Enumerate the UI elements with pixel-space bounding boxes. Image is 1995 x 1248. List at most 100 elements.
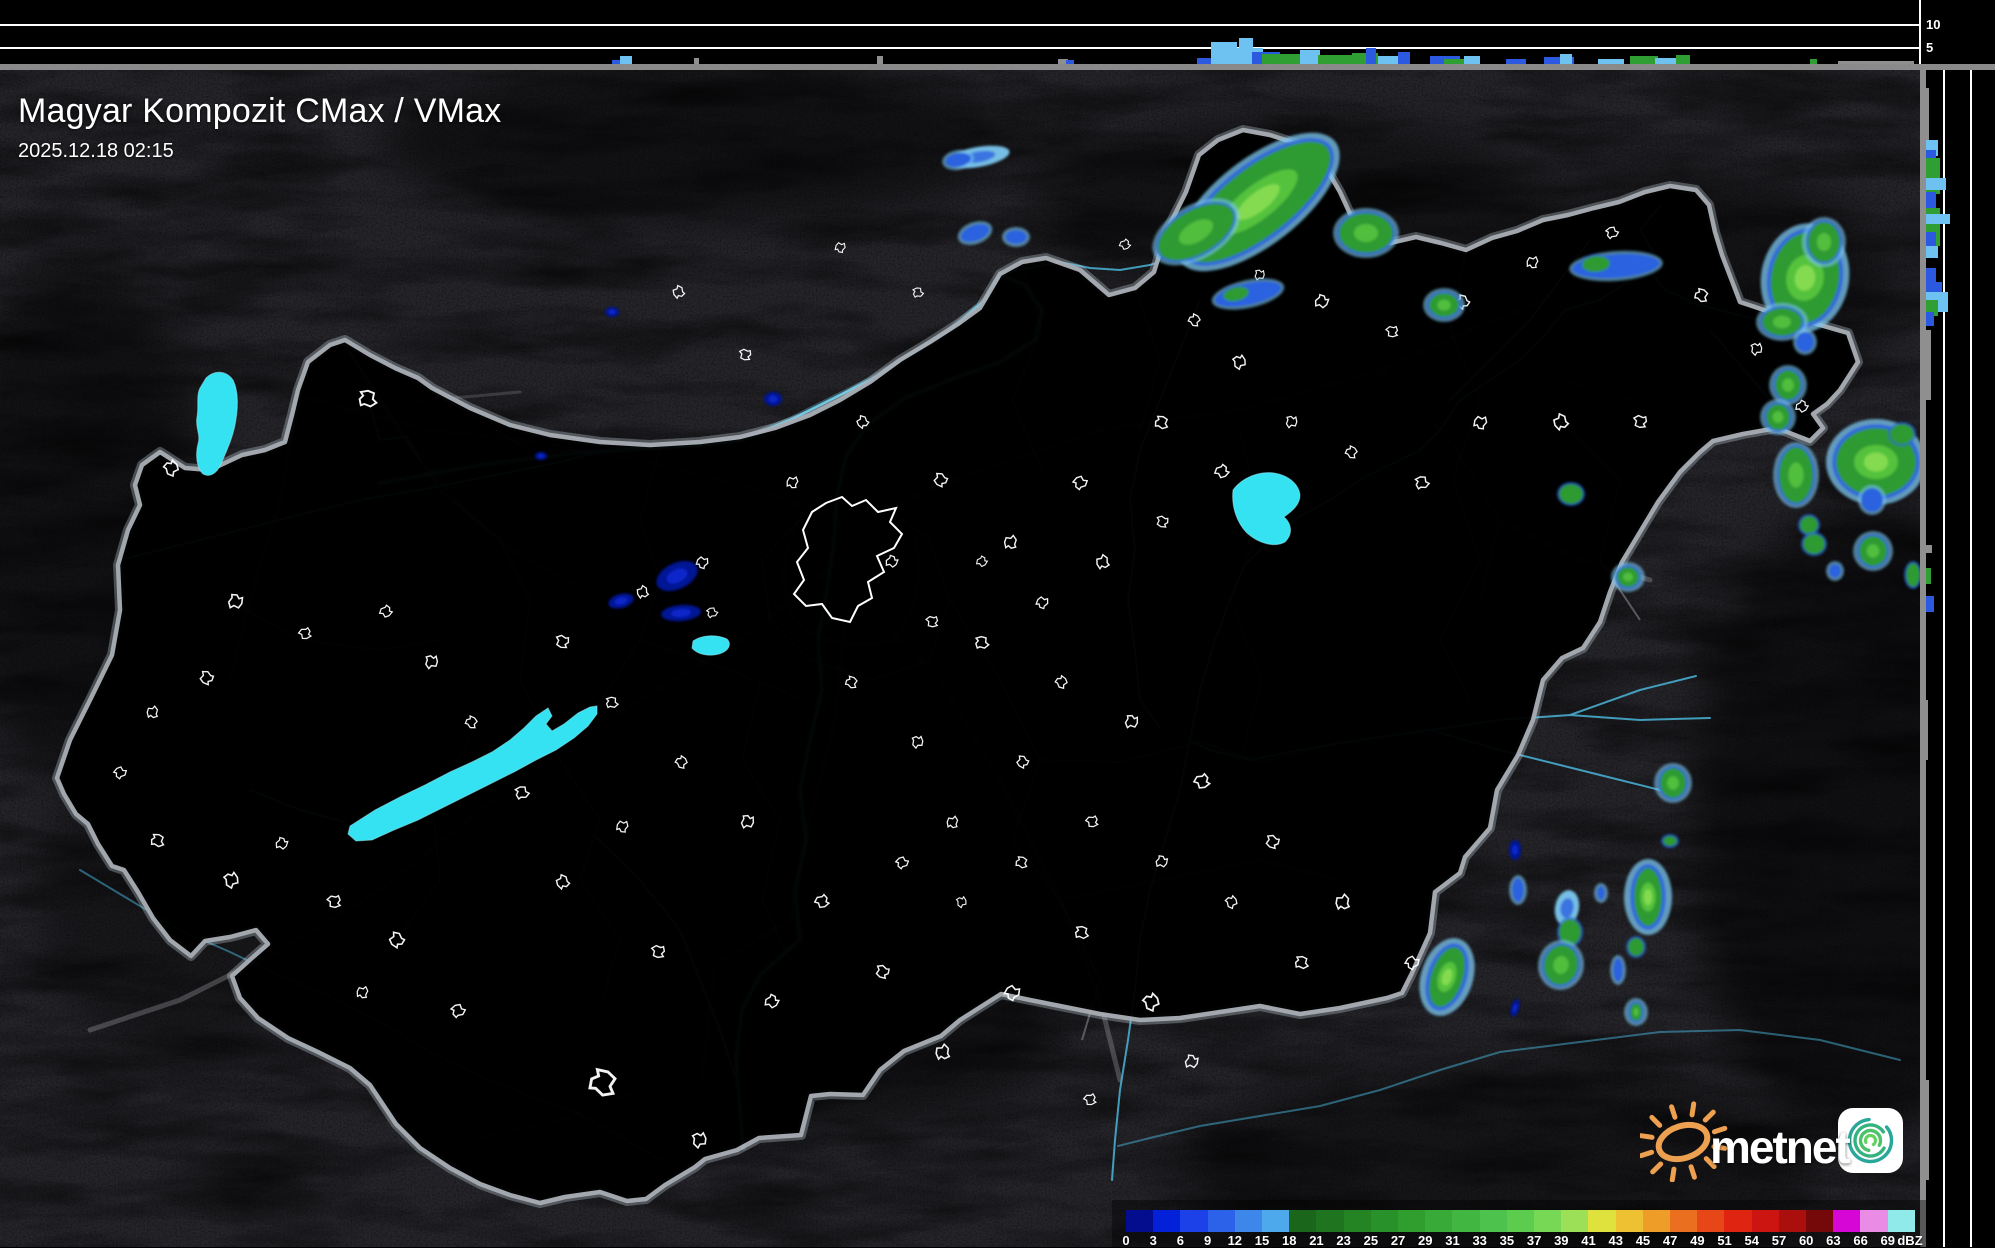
city-outline <box>1141 991 1160 1013</box>
city-outline <box>297 626 313 640</box>
profile-echo <box>1598 59 1624 68</box>
city-outline <box>1213 463 1231 479</box>
city-outline <box>112 766 128 780</box>
city-outline <box>199 670 215 686</box>
echo-cell <box>1557 917 1583 947</box>
legend-tick-label: 51 <box>1717 1233 1732 1248</box>
city-outline <box>1344 444 1358 459</box>
echo-cell <box>1509 875 1527 905</box>
echo-cell <box>942 149 974 171</box>
city-outline <box>813 893 831 909</box>
legend-tick-label: 3 <box>1149 1233 1157 1248</box>
right-terrain-profile <box>1920 70 1926 1247</box>
legend-cell <box>1534 1210 1562 1232</box>
terrain-bump <box>1920 700 1928 760</box>
city-outline <box>1231 353 1246 371</box>
legend-cell <box>1452 1210 1480 1232</box>
city-outline <box>1074 925 1090 940</box>
echo-cell <box>1423 288 1465 322</box>
legend-cell <box>1588 1210 1616 1232</box>
legend-tick-label: 47 <box>1662 1233 1678 1248</box>
echo-cell <box>661 604 701 622</box>
city-outline <box>449 1003 467 1019</box>
city-outline <box>946 815 959 829</box>
city-outline <box>222 870 239 890</box>
city-outline <box>1526 255 1539 269</box>
legend-tick-label: 69 <box>1880 1233 1896 1248</box>
echo-cell <box>1594 883 1608 903</box>
right-profile-panel: 5 10 <box>1920 0 1995 1247</box>
city-outline <box>636 584 650 600</box>
city-outline <box>588 1067 617 1097</box>
city-outline <box>605 696 620 709</box>
profile-echo <box>877 56 883 68</box>
legend-cell <box>1833 1210 1861 1232</box>
profile-echo <box>1926 232 1936 248</box>
profile-echo <box>1926 312 1934 326</box>
echo-cell <box>1624 859 1672 935</box>
echo-cell <box>1510 999 1520 1017</box>
legend-cell <box>1207 1210 1235 1232</box>
city-outline <box>616 820 629 833</box>
profile-echo <box>1810 59 1817 68</box>
city-outline <box>925 615 939 628</box>
city-outline <box>975 555 989 568</box>
city-outline <box>705 607 719 619</box>
city-outline <box>856 414 870 430</box>
profile-echo <box>1926 268 1936 290</box>
echo-cell <box>1888 422 1916 446</box>
terrain-bump <box>1920 88 1929 158</box>
city-outline <box>1016 755 1030 770</box>
lake-ferto <box>196 371 238 476</box>
city-outline <box>150 833 165 848</box>
city-outline <box>738 348 752 361</box>
city-outline <box>1552 412 1570 432</box>
city-outline <box>1604 226 1620 240</box>
city-outline <box>911 287 925 299</box>
legend-tick-label: 0 <box>1122 1233 1130 1248</box>
city-outline <box>1096 553 1111 571</box>
city-outline <box>1285 415 1298 429</box>
legend-tick-label: 9 <box>1203 1233 1212 1248</box>
echo-cell <box>1002 227 1030 247</box>
city-outline <box>1265 834 1281 850</box>
legend-cell <box>1153 1210 1181 1232</box>
echo-cell <box>1626 936 1646 958</box>
city-outline <box>388 931 406 950</box>
echo-cell <box>1769 365 1807 405</box>
profile-echo <box>1197 58 1213 68</box>
metnet-app-icon <box>1838 1108 1903 1173</box>
profile-echo <box>1366 48 1376 68</box>
echo-cell <box>1654 763 1692 803</box>
top-gridline-10km <box>0 24 1920 26</box>
header: Magyar Kompozit CMax / VMax 2025.12.18 0… <box>18 92 501 163</box>
city-outline <box>146 705 159 719</box>
city-outline <box>1314 293 1330 309</box>
legend-tick-label: 39 <box>1554 1233 1569 1248</box>
city-outline <box>162 458 180 478</box>
altitude-tick-label: 10 <box>1926 17 1941 32</box>
profile-echo <box>1926 178 1946 190</box>
echo-cell <box>1760 399 1796 435</box>
echo-cell <box>1419 938 1475 1016</box>
map-top-frame <box>0 64 1995 70</box>
city-outline <box>974 635 990 650</box>
echo-cell <box>1537 940 1585 990</box>
city-outline <box>1156 515 1169 528</box>
legend-tick-label: 15 <box>1254 1233 1270 1248</box>
sun-icon <box>1640 1101 1728 1182</box>
echo-cell <box>535 452 547 460</box>
city-outlines <box>112 226 1810 1150</box>
legend-unit-label: dBZ <box>1897 1233 1923 1248</box>
echo-cell <box>764 392 782 406</box>
echo-cell <box>1557 482 1585 506</box>
city-outline <box>691 1131 707 1150</box>
echo-cell <box>1826 561 1844 581</box>
city-outline <box>358 389 378 408</box>
city-outline <box>555 873 571 891</box>
echo-cell <box>1152 198 1240 266</box>
echo-cell <box>1756 303 1808 341</box>
legend-tick-label: 29 <box>1418 1233 1433 1248</box>
profile-echo <box>1926 596 1934 612</box>
legend-cell <box>1615 1210 1643 1232</box>
